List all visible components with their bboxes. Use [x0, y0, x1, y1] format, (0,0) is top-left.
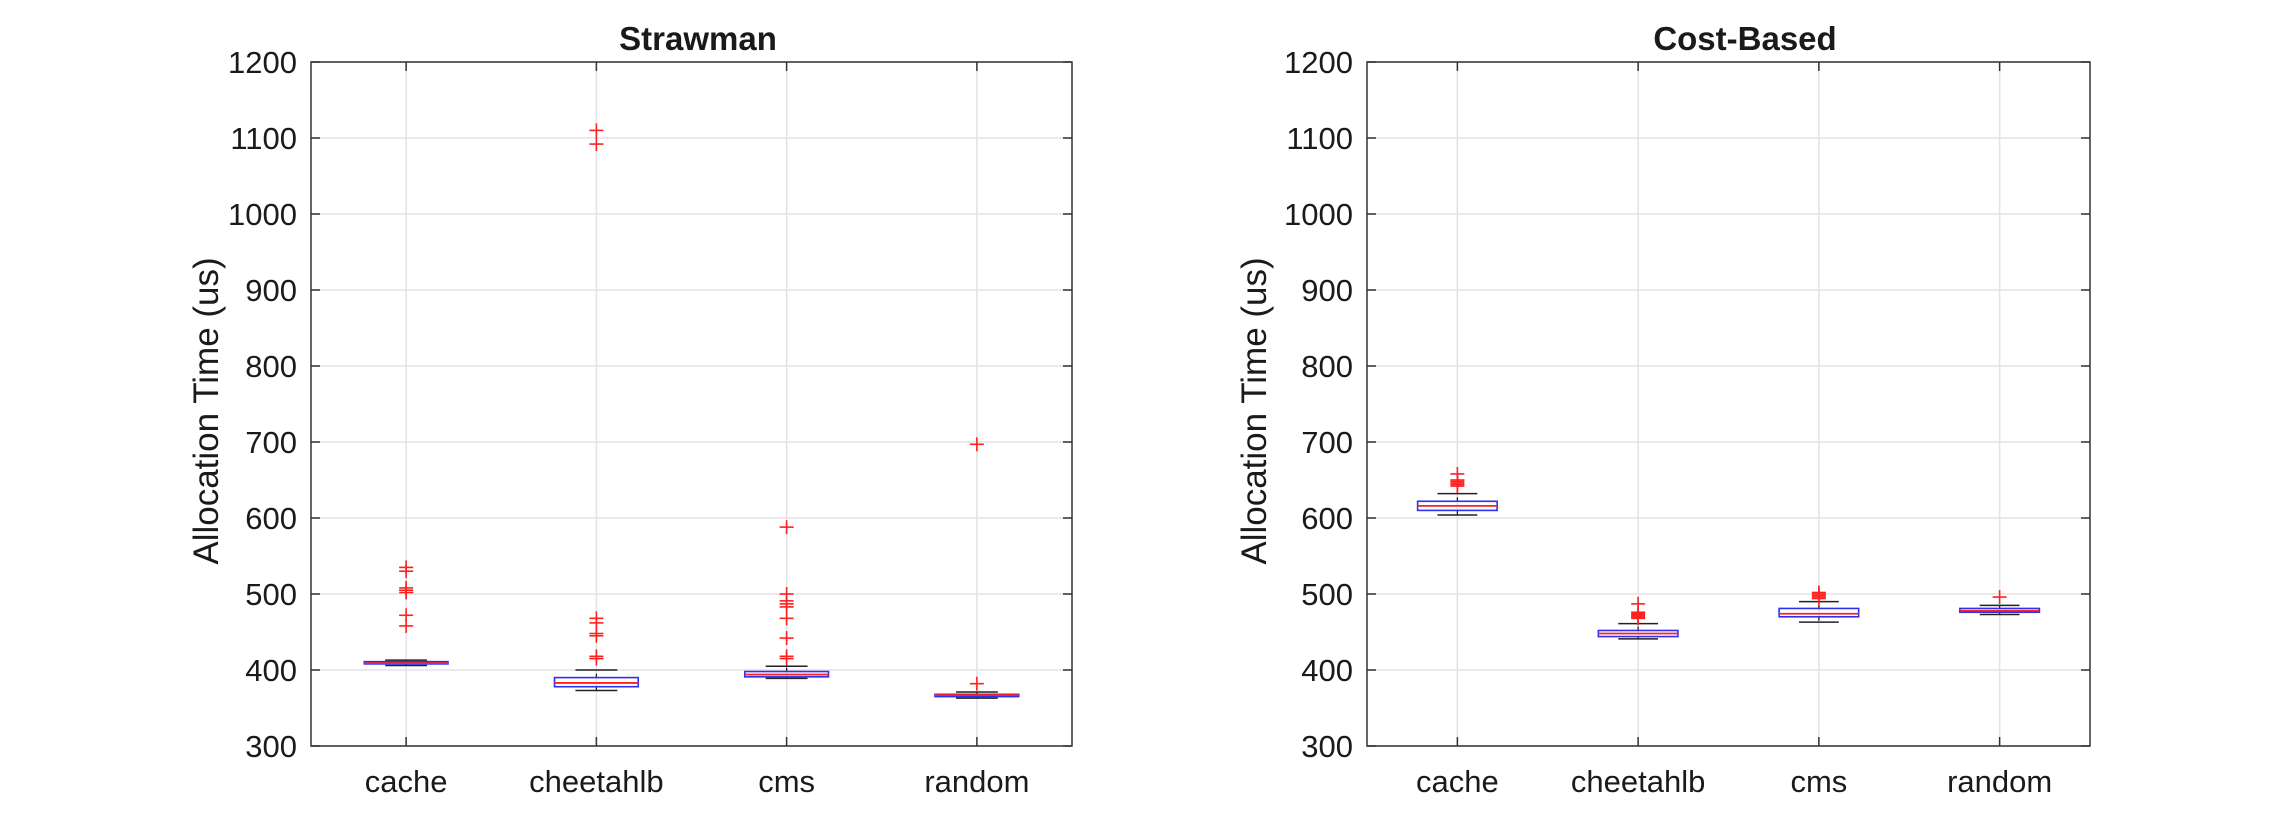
- ticks: 300 400 500 600 700 800 900 1000 1100 1200 cache ch…: [1284, 45, 2090, 799]
- box-random: [1959, 590, 2041, 616]
- x-tick-label: random: [924, 764, 1029, 799]
- box-cheetahlb: [553, 123, 640, 692]
- box-random: [934, 437, 1020, 699]
- grid-lines: [311, 61, 1072, 747]
- outlier-marker: [589, 123, 604, 138]
- y-tick-label: 400: [245, 653, 297, 688]
- y-tick-label: 600: [245, 501, 297, 536]
- ticks: 300 400 500 600 700 800 900 1000 1100 1200 cache ch…: [228, 45, 1072, 799]
- y-axis-label: Allocation Time (us): [1235, 257, 1274, 564]
- box-cache: [363, 560, 449, 667]
- outlier-marker: [1992, 590, 2007, 605]
- y-tick-label: 1200: [1284, 45, 1353, 80]
- x-tick-label: cheetahlb: [529, 764, 663, 799]
- panel-cost-based: Cost-Based Allocation Time (us) 300 400 50…: [1235, 20, 2091, 799]
- y-tick-label: 300: [245, 729, 297, 764]
- outlier-marker: [399, 608, 414, 623]
- y-tick-label: 800: [1301, 349, 1353, 384]
- outlier-marker: [399, 580, 414, 595]
- y-tick-label: 300: [1301, 729, 1353, 764]
- outlier-marker: [1450, 466, 1465, 481]
- y-tick-label: 1200: [228, 45, 297, 80]
- x-tick-label: cms: [1790, 764, 1847, 799]
- box-cms: [743, 520, 830, 680]
- chart-title: Cost-Based: [1653, 20, 1836, 57]
- boxes: [1416, 466, 2041, 640]
- outlier-marker: [1631, 596, 1646, 611]
- iqr-box: [1778, 607, 1860, 618]
- y-tick-label: 1000: [228, 197, 297, 232]
- grid-lines: [1367, 61, 2090, 747]
- y-tick-label: 800: [245, 349, 297, 384]
- y-tick-label: 500: [245, 577, 297, 612]
- box-cache: [1416, 466, 1498, 516]
- x-tick-label: cache: [1416, 764, 1499, 799]
- outlier-marker: [779, 520, 794, 535]
- outlier-marker: [779, 587, 794, 601]
- outlier-marker: [399, 560, 414, 575]
- boxes: [363, 123, 1020, 699]
- x-tick-label: cache: [365, 764, 448, 799]
- y-tick-label: 700: [245, 425, 297, 460]
- box-cheetahlb: [1597, 596, 1679, 640]
- panel-strawman: Strawman Allocation Time (us) 300 400 500 6…: [187, 20, 1073, 799]
- box-cms: [1778, 585, 1860, 623]
- x-tick-label: random: [1947, 764, 2052, 799]
- outlier-marker: [589, 137, 604, 152]
- outlier-marker: [779, 649, 794, 664]
- outlier-marker: [589, 649, 604, 664]
- x-tick-label: cms: [758, 764, 815, 799]
- chart-title: Strawman: [619, 20, 777, 57]
- outlier-marker: [969, 676, 984, 691]
- y-tick-label: 1100: [230, 121, 297, 156]
- outlier-marker: [969, 437, 984, 452]
- y-tick-label: 600: [1301, 501, 1353, 536]
- axis-frame: [310, 61, 1073, 747]
- y-tick-label: 400: [1301, 653, 1353, 688]
- y-tick-label: 1000: [1284, 197, 1353, 232]
- x-tick-label: cheetahlb: [1571, 764, 1705, 799]
- y-tick-label: 900: [245, 273, 297, 308]
- y-tick-label: 500: [1301, 577, 1353, 612]
- y-tick-label: 700: [1301, 425, 1353, 460]
- outlier-marker: [779, 631, 794, 646]
- y-axis-label: Allocation Time (us): [187, 257, 226, 564]
- y-tick-label: 900: [1301, 273, 1353, 308]
- outlier-marker: [589, 611, 604, 626]
- y-tick-label: 1100: [1286, 121, 1353, 156]
- outlier-marker: [1811, 585, 1826, 600]
- axis-frame: [1366, 61, 2091, 747]
